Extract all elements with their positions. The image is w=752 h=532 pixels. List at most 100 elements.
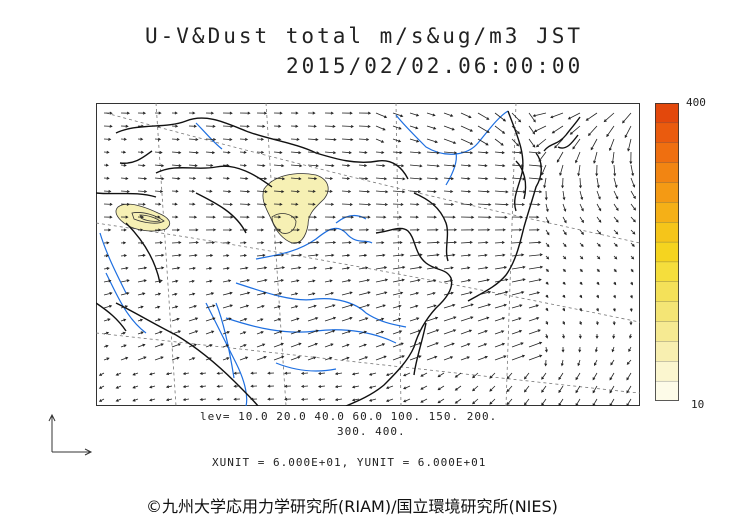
wind-arrow: [137, 292, 146, 296]
wind-arrow: [307, 151, 320, 155]
dust-contour-gobi-inner: [271, 213, 297, 234]
wind-arrow: [612, 333, 616, 339]
wind-arrow: [239, 202, 251, 206]
wind-arrow: [317, 397, 326, 401]
wind-arrow: [541, 385, 547, 393]
wind-arrow: [596, 307, 599, 312]
wind-arrow: [562, 190, 566, 201]
wind-arrow: [222, 228, 233, 232]
wind-arrow: [307, 266, 318, 270]
colorbar-swatch: [655, 380, 679, 401]
wind-arrow: [528, 177, 544, 181]
wind-arrow: [273, 111, 283, 115]
wind-arrow: [103, 292, 113, 296]
wind-arrow: [579, 216, 584, 224]
wind-arrow: [222, 357, 230, 361]
wind-arrow: [626, 385, 632, 394]
wind-arrow: [443, 228, 458, 232]
wind-arrow: [120, 163, 127, 167]
wind-arrow: [392, 177, 406, 181]
wind-arrow: [98, 385, 105, 389]
wind-arrow: [409, 278, 421, 283]
wind-arrow: [341, 215, 354, 219]
wind-arrow: [324, 124, 336, 128]
wind-arrow: [596, 216, 602, 223]
wind-arrow: [239, 124, 250, 128]
wind-arrow: [511, 253, 525, 257]
wind-arrow: [443, 125, 455, 131]
wind-arrow: [375, 138, 385, 143]
wind-arrow: [154, 279, 163, 283]
wind-arrow: [562, 281, 566, 285]
wind-arrow: [511, 241, 523, 245]
wind-arrow: [307, 279, 316, 283]
wind-arrow: [392, 112, 404, 118]
wind-arrow: [626, 359, 632, 365]
wind-arrow: [199, 371, 207, 375]
wind-arrow: [443, 266, 454, 270]
wind-arrow: [629, 333, 632, 339]
wind-arrow: [103, 344, 109, 348]
colorbar: [655, 103, 679, 401]
wind-arrow: [154, 111, 162, 115]
wind-arrow: [307, 215, 318, 219]
wind-arrow: [579, 229, 584, 235]
wind-arrow: [409, 266, 423, 270]
wind-arrow: [273, 279, 285, 283]
wind-arrow: [443, 253, 456, 257]
wind-arrow: [205, 189, 213, 193]
wind-arrow: [188, 124, 197, 128]
wind-arrow: [120, 111, 131, 115]
wind-arrow: [103, 137, 112, 141]
wind-arrow: [239, 150, 247, 154]
wind-arrow: [550, 112, 564, 119]
wind-arrow: [120, 176, 129, 180]
wind-arrow: [460, 190, 472, 194]
wind-arrow: [103, 241, 110, 245]
wind-arrow: [506, 398, 513, 406]
wind-arrow: [511, 317, 522, 322]
wind-arrow: [137, 241, 145, 245]
wind-arrow: [188, 241, 199, 245]
wind-arrow: [171, 137, 180, 141]
wind-arrow: [290, 177, 302, 181]
wind-arrow: [562, 229, 567, 236]
wind-arrow: [489, 385, 496, 392]
wind-arrow: [120, 254, 128, 258]
wind-arrow: [290, 292, 299, 296]
wind-arrow: [545, 242, 550, 248]
wind-arrow: [188, 357, 196, 361]
wind-arrow: [477, 266, 489, 270]
wind-arrow: [239, 331, 247, 335]
wind-arrow: [239, 254, 248, 258]
wind-arrow: [358, 177, 369, 181]
wind-arrow: [324, 253, 335, 257]
wind-arrow: [426, 316, 439, 322]
wind-arrow: [409, 125, 419, 130]
wind-arrow: [216, 397, 224, 401]
colorbar-swatches: [655, 103, 679, 401]
wind-arrow: [222, 137, 233, 141]
wind-arrow: [528, 190, 543, 194]
wind-arrow: [171, 189, 179, 193]
wind-arrow: [460, 316, 474, 322]
wind-arrow: [273, 342, 285, 348]
wind-arrow: [494, 330, 505, 335]
wind-arrow: [120, 150, 127, 154]
wind-arrow: [368, 385, 377, 389]
wind-arrow: [267, 397, 275, 401]
chart-timestamp: 2015/02/02.06:00:00: [286, 54, 584, 78]
wind-arrow: [250, 371, 258, 375]
wind-arrow: [205, 215, 216, 219]
wind-arrow: [494, 266, 508, 270]
wind-arrow: [188, 151, 199, 155]
wind-arrow: [341, 316, 353, 322]
wind-arrow: [284, 397, 292, 401]
wind-arrow: [341, 291, 353, 296]
wind-arrow: [324, 176, 334, 180]
wind-arrow: [307, 240, 320, 244]
coastlines: [96, 110, 581, 406]
wind-arrow: [528, 240, 542, 244]
wind-arrow: [137, 202, 146, 206]
wind-arrow: [528, 291, 541, 296]
